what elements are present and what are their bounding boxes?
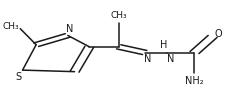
Text: CH₃: CH₃: [3, 22, 20, 31]
Text: N: N: [166, 54, 174, 64]
Text: N: N: [144, 54, 151, 64]
Text: N: N: [66, 24, 73, 34]
Text: CH₃: CH₃: [110, 11, 126, 20]
Text: O: O: [214, 29, 221, 39]
Text: NH₂: NH₂: [184, 76, 203, 86]
Text: S: S: [15, 72, 21, 82]
Text: H: H: [160, 40, 167, 50]
